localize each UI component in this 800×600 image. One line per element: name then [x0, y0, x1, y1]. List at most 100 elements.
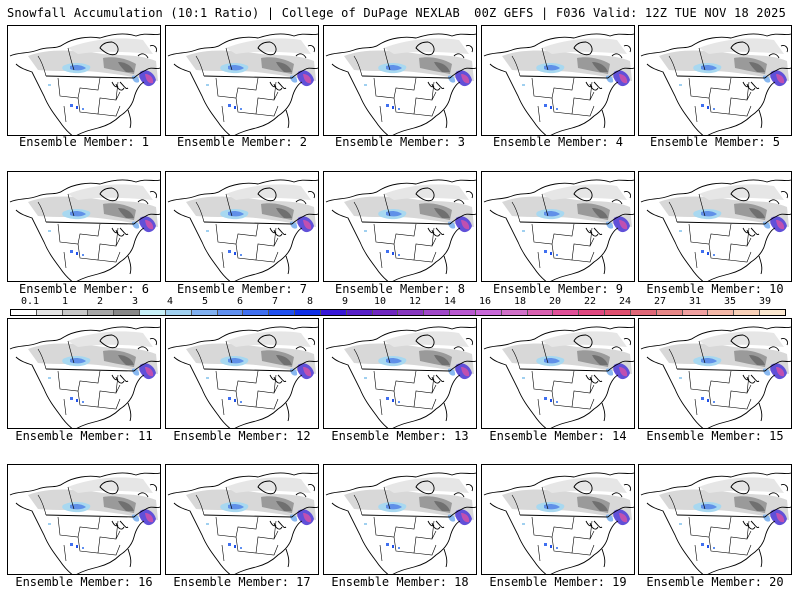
colorbar-tick-label: 35: [723, 296, 737, 307]
colorbar-swatch: [88, 310, 115, 315]
colorbar-tick-label: 14: [443, 296, 457, 307]
ensemble-member-map: [7, 464, 161, 575]
colorbar-tick-label: 27: [653, 296, 667, 307]
ensemble-member-label: Ensemble Member: 14: [489, 429, 627, 443]
snowfall-map: [8, 172, 160, 281]
ensemble-member-label: Ensemble Member: 11: [15, 429, 153, 443]
colorbar-tick-label: 24: [618, 296, 632, 307]
snowfall-map: [482, 172, 634, 281]
snowfall-map: [639, 465, 791, 574]
ensemble-member-map: [481, 464, 635, 575]
colorbar-tick-label: 18: [513, 296, 527, 307]
colorbar-tick-label: 16: [478, 296, 492, 307]
colorbar-swatch: [140, 310, 166, 315]
snowfall-map: [639, 26, 791, 135]
colorbar-swatch: [656, 310, 683, 315]
colorbar-tick-label: 0.1: [20, 296, 40, 307]
colorbar-swatch: [346, 310, 373, 315]
ensemble-member-map: [7, 171, 161, 282]
colorbar-tick-label: 12: [408, 296, 422, 307]
colorbar-swatch: [398, 310, 425, 315]
colorbar-swatch: [372, 310, 399, 315]
ensemble-member-label: Ensemble Member: 18: [331, 575, 469, 589]
colorbar-tick-label: 5: [201, 296, 209, 307]
ensemble-member-label: Ensemble Member: 13: [331, 429, 469, 443]
ensemble-member-map: [165, 171, 319, 282]
ensemble-member-label: Ensemble Member: 7: [176, 282, 308, 296]
snowfall-map: [324, 319, 476, 428]
snowfall-map: [8, 465, 160, 574]
snowfall-map: [324, 465, 476, 574]
snowfall-colorbar: [10, 309, 786, 316]
colorbar-tick-label: 22: [583, 296, 597, 307]
ensemble-member-map: [638, 464, 792, 575]
colorbar-tick-label: 7: [271, 296, 279, 307]
ensemble-member-map: [323, 464, 477, 575]
snowfall-map: [166, 26, 318, 135]
colorbar-tick-label: 1: [61, 296, 69, 307]
ensemble-member-label: Ensemble Member: 19: [489, 575, 627, 589]
colorbar-swatch: [630, 310, 657, 315]
map-title: Snowfall Accumulation (10:1 Ratio) | Col…: [7, 6, 460, 20]
snowfall-map: [324, 172, 476, 281]
colorbar-swatch: [734, 310, 761, 315]
ensemble-member-label: Ensemble Member: 3: [334, 135, 466, 149]
colorbar-swatch: [501, 310, 528, 315]
colorbar-swatch: [269, 310, 296, 315]
ensemble-member-map: [638, 318, 792, 429]
snowfall-map: [324, 26, 476, 135]
ensemble-member-map: [481, 171, 635, 282]
snowfall-map: [8, 319, 160, 428]
ensemble-member-map: [323, 25, 477, 136]
ensemble-member-label: Ensemble Member: 4: [492, 135, 624, 149]
colorbar-swatch: [165, 310, 192, 315]
ensemble-member-map: [165, 464, 319, 575]
colorbar-swatch: [11, 310, 37, 315]
colorbar-swatch: [243, 310, 270, 315]
ensemble-member-map: [165, 318, 319, 429]
colorbar-swatch: [217, 310, 244, 315]
ensemble-member-map: [638, 25, 792, 136]
ensemble-member-map: [323, 171, 477, 282]
colorbar-tick-label: 9: [341, 296, 349, 307]
ensemble-member-label: Ensemble Member: 6: [18, 282, 150, 296]
ensemble-member-map: [638, 171, 792, 282]
ensemble-member-label: Ensemble Member: 10: [646, 282, 784, 296]
colorbar-tick-label: 10: [373, 296, 387, 307]
snowfall-map: [482, 26, 634, 135]
colorbar-swatch: [450, 310, 476, 315]
ensemble-member-label: Ensemble Member: 5: [649, 135, 781, 149]
snowfall-map: [482, 319, 634, 428]
ensemble-member-map: [481, 25, 635, 136]
colorbar-tick-label: 4: [166, 296, 174, 307]
ensemble-member-label: Ensemble Member: 1: [18, 135, 150, 149]
colorbar-swatch: [527, 310, 554, 315]
ensemble-member-label: Ensemble Member: 12: [173, 429, 311, 443]
colorbar-swatch: [682, 310, 709, 315]
colorbar-swatch: [553, 310, 580, 315]
ensemble-member-map: [7, 318, 161, 429]
colorbar-tick-label: 8: [306, 296, 314, 307]
colorbar-swatch: [424, 310, 451, 315]
ensemble-member-map: [7, 25, 161, 136]
snowfall-map: [166, 172, 318, 281]
snowfall-map: [166, 319, 318, 428]
ensemble-member-label: Ensemble Member: 16: [15, 575, 153, 589]
colorbar-swatch: [36, 310, 63, 315]
ensemble-member-map: [165, 25, 319, 136]
ensemble-member-label: Ensemble Member: 2: [176, 135, 308, 149]
ensemble-member-map: [323, 318, 477, 429]
colorbar-tick-label: 6: [236, 296, 244, 307]
ensemble-member-label: Ensemble Member: 8: [334, 282, 466, 296]
colorbar-swatch: [579, 310, 606, 315]
colorbar-swatch: [191, 310, 218, 315]
ensemble-member-label: Ensemble Member: 20: [646, 575, 784, 589]
colorbar-swatch: [708, 310, 735, 315]
colorbar-tick-label: 31: [688, 296, 702, 307]
colorbar-swatch: [475, 310, 502, 315]
colorbar-tick-label: 3: [131, 296, 139, 307]
colorbar-tick-label: 39: [758, 296, 772, 307]
colorbar-tick-label: 20: [548, 296, 562, 307]
snowfall-map: [166, 465, 318, 574]
snowfall-map: [639, 319, 791, 428]
